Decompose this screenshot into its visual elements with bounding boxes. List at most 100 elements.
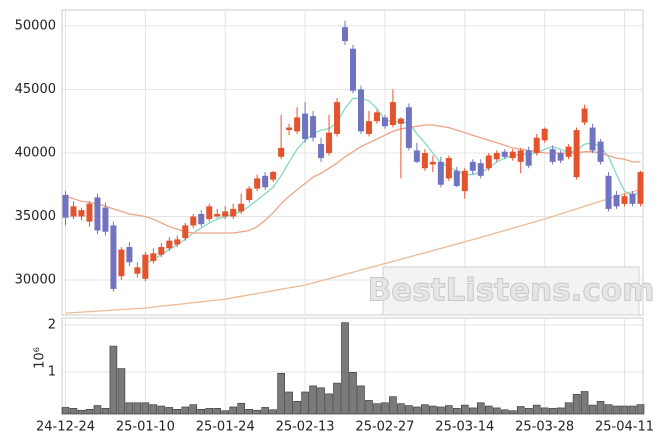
candle-body <box>461 170 468 192</box>
volume-unit: 10⁶ <box>33 347 48 369</box>
candle-body <box>613 194 620 207</box>
volume-bar <box>269 409 277 415</box>
volume-bar <box>556 407 565 415</box>
candle-body <box>501 151 508 157</box>
volume-bar <box>93 405 102 415</box>
candle-body <box>190 216 197 226</box>
volume-bar <box>197 409 206 415</box>
volume-bar <box>85 409 94 415</box>
y-tick-label: 50000 <box>15 18 56 33</box>
volume-bar <box>293 401 301 415</box>
candle-body <box>302 113 309 139</box>
y-tick-label: 30000 <box>15 273 56 288</box>
x-tick-label: 25-01-24 <box>196 420 255 435</box>
volume-bar <box>349 372 357 415</box>
volume-bar <box>612 405 621 415</box>
volume-bar <box>397 403 405 415</box>
moving-average <box>65 124 641 234</box>
moving-average <box>65 189 641 314</box>
volume-bar <box>245 409 253 415</box>
price-panel <box>61 9 644 316</box>
candle-body <box>373 112 380 122</box>
y-tick-label: 35000 <box>15 209 56 224</box>
candle-body <box>357 89 364 132</box>
candle-body <box>70 206 77 217</box>
volume-bar <box>461 404 469 415</box>
volume-bar <box>421 404 429 415</box>
volume-bar <box>357 385 365 415</box>
candle-body <box>597 141 604 162</box>
volume-bar <box>413 406 421 415</box>
candle-body <box>573 130 580 178</box>
candle-body <box>405 107 412 148</box>
volume-bar <box>141 402 150 415</box>
volume-bar <box>476 402 485 415</box>
candle-body <box>78 210 85 217</box>
candle-body <box>477 163 484 176</box>
volume-bar <box>253 409 261 415</box>
candle-body <box>270 172 277 180</box>
volume-bar <box>508 410 517 415</box>
volume-bar <box>229 406 238 415</box>
volume-bar <box>125 402 134 415</box>
volume-bar <box>285 391 293 415</box>
candle-body <box>142 254 149 279</box>
candle-body <box>182 225 189 239</box>
candle-body <box>150 253 157 261</box>
volume-bar <box>373 403 381 415</box>
candle-body <box>318 144 325 159</box>
watermark-box <box>382 266 640 316</box>
candle-body <box>110 225 117 289</box>
candle-body <box>254 178 261 189</box>
candle-body <box>469 161 476 171</box>
candle-body <box>629 193 636 204</box>
volume-bar <box>101 408 110 415</box>
candle-body <box>565 146 572 157</box>
candle-body <box>262 175 269 188</box>
volume-bar <box>61 407 70 415</box>
candle-body <box>294 117 301 132</box>
x-tick-label: 25-02-27 <box>355 420 414 435</box>
candle-body <box>437 161 444 185</box>
volume-tick-label: 1 <box>48 364 56 379</box>
volume-bar <box>516 406 525 415</box>
candle-body <box>397 118 404 124</box>
candle-body <box>334 102 341 134</box>
candle-body <box>134 267 141 274</box>
candle-body <box>581 108 588 123</box>
volume-bar <box>628 405 637 415</box>
volume-bar <box>69 408 78 415</box>
volume-bar <box>405 405 413 415</box>
volume-bar <box>77 409 86 415</box>
volume-bar <box>500 409 509 415</box>
candle-body <box>94 197 101 231</box>
volume-bar <box>468 407 477 415</box>
volume-bar <box>540 407 549 415</box>
candle-body <box>621 196 628 204</box>
candle-body <box>445 158 452 179</box>
candle-body <box>214 213 221 217</box>
volume-bar <box>133 402 142 415</box>
volume-bar <box>604 404 613 415</box>
candle-body <box>62 194 69 218</box>
candle-body <box>246 188 253 200</box>
candle-body <box>589 127 596 151</box>
volume-bar <box>301 391 309 415</box>
watermark: BestListens.com <box>368 273 655 309</box>
volume-bar <box>317 387 325 415</box>
candle-body <box>326 132 333 153</box>
volume-bar <box>548 408 557 415</box>
volume-bar <box>389 396 397 415</box>
candle-body <box>509 151 516 159</box>
candle-body <box>238 203 245 212</box>
candle-body <box>310 116 317 138</box>
candle-body <box>549 149 556 162</box>
volume-bar <box>365 400 373 415</box>
volume-bar <box>564 402 573 415</box>
volume-bar <box>277 372 285 415</box>
candle-body <box>206 206 213 220</box>
x-tick-label: 24-12-24 <box>36 420 95 435</box>
candle-body <box>525 150 532 166</box>
candle-body <box>198 213 205 225</box>
candle-body <box>493 152 500 160</box>
